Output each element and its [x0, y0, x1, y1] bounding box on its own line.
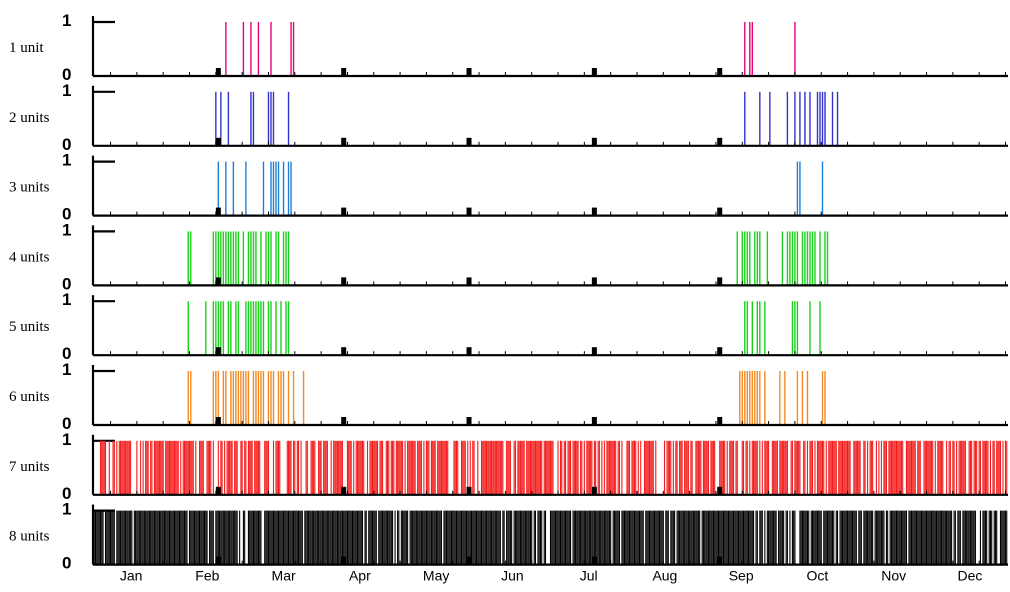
x-major-tick: [466, 68, 472, 76]
x-tick-label: Nov: [881, 568, 906, 584]
panel-6: 6 units 1 0: [9, 360, 1008, 433]
series-bars: [92, 510, 1008, 565]
x-major-tick: [466, 277, 472, 286]
x-major-tick: [466, 137, 472, 146]
y-tick-label: 0: [62, 344, 71, 363]
y-tick-label: 1: [62, 220, 71, 239]
x-tick-label: May: [423, 568, 449, 584]
x-major-tick: [341, 277, 347, 286]
x-major-tick: [717, 68, 723, 76]
x-major-tick: [215, 556, 221, 565]
x-major-tick: [466, 556, 472, 565]
y-tick-label: 0: [62, 205, 71, 224]
panel-8: 8 units 1 0: [9, 500, 1008, 573]
x-tick-label: Mar: [272, 568, 296, 584]
row-label: 5 units: [9, 319, 50, 335]
series-bars: [187, 371, 826, 425]
x-tick-label: Sep: [729, 568, 754, 584]
y-tick-label: 1: [62, 430, 71, 449]
x-major-tick: [215, 137, 221, 146]
row-label: 1 unit: [9, 40, 44, 56]
x-major-tick: [215, 277, 221, 286]
x-major-tick: [717, 347, 723, 356]
y-tick-label: 1: [62, 81, 71, 100]
x-major-tick: [717, 417, 723, 425]
x-major-tick: [591, 556, 597, 565]
x-major-tick: [215, 417, 221, 425]
x-major-tick: [341, 137, 347, 146]
y-tick-label: 1: [62, 290, 71, 309]
row-label: 4 units: [9, 249, 50, 265]
x-tick-label: Oct: [807, 568, 829, 584]
x-tick-label: Dec: [957, 568, 982, 584]
row-label: 6 units: [9, 389, 50, 405]
x-major-tick: [717, 556, 723, 565]
x-tick-label: Feb: [195, 568, 219, 584]
y-tick-label: 0: [62, 65, 71, 84]
x-axis-month-labels: Jan Feb Mar Apr May Jun Jul Aug Sep Oct Nov Dec: [120, 568, 983, 584]
x-major-tick: [591, 486, 597, 495]
series-bars: [99, 440, 1008, 495]
y-tick-label: 1: [62, 11, 71, 30]
x-major-tick: [591, 68, 597, 76]
row-label: 3 units: [9, 180, 50, 196]
x-major-tick: [215, 68, 221, 76]
panel-7: 7 units 1 0: [9, 430, 1008, 503]
panel-1: 1 unit 1 0: [9, 11, 1008, 84]
series-bars: [215, 91, 839, 146]
x-major-tick: [215, 347, 221, 356]
x-tick-label: Apr: [349, 568, 371, 584]
x-major-tick: [717, 137, 723, 146]
y-tick-label: 0: [62, 554, 71, 573]
series-bars: [187, 301, 821, 356]
x-major-tick: [591, 137, 597, 146]
y-tick-label: 0: [62, 414, 71, 433]
x-tick-label: Jun: [501, 568, 524, 584]
x-major-tick: [717, 207, 723, 216]
x-major-tick: [466, 347, 472, 356]
y-tick-label: 1: [62, 500, 71, 519]
x-major-tick: [341, 417, 347, 425]
panel-2: 2 units 1 0: [9, 81, 1008, 154]
x-major-tick: [341, 68, 347, 76]
y-tick-label: 0: [62, 274, 71, 293]
x-major-tick: [341, 486, 347, 495]
x-tick-label: Jul: [580, 568, 598, 584]
x-major-tick: [591, 417, 597, 425]
y-tick-label: 1: [62, 360, 71, 379]
y-tick-label: 0: [62, 484, 71, 503]
x-major-tick: [341, 347, 347, 356]
series-bars: [225, 22, 796, 76]
x-major-tick: [466, 486, 472, 495]
panel-4: 4 units 1 0: [9, 220, 1008, 293]
x-major-tick: [341, 207, 347, 216]
series-bars: [187, 231, 829, 286]
series-bars: [217, 161, 824, 216]
x-major-tick: [717, 486, 723, 495]
x-tick-label: Jan: [120, 568, 143, 584]
x-major-tick: [341, 556, 347, 565]
x-major-tick: [215, 207, 221, 216]
x-major-tick: [717, 277, 723, 286]
x-major-tick: [591, 347, 597, 356]
x-major-tick: [591, 277, 597, 286]
x-major-tick: [215, 486, 221, 495]
row-label: 8 units: [9, 529, 50, 545]
panel-3: 3 units 1 0: [9, 151, 1008, 224]
x-tick-label: Aug: [652, 568, 677, 584]
panel-5: 5 units 1 0: [9, 290, 1008, 363]
x-major-tick: [466, 207, 472, 216]
x-major-tick: [591, 207, 597, 216]
y-tick-label: 0: [62, 135, 71, 154]
row-label: 2 units: [9, 110, 50, 126]
row-label: 7 units: [9, 459, 50, 475]
y-tick-label: 1: [62, 151, 71, 170]
x-major-tick: [466, 417, 472, 425]
